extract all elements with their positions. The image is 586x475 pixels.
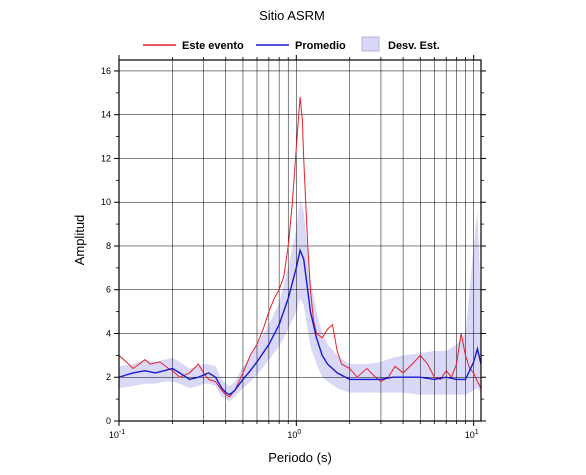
legend-swatch-desv-est — [361, 36, 380, 52]
legend-item-desv-est: Desv. Est. — [361, 36, 440, 52]
x-axis-label: Periodo (s) — [268, 450, 332, 465]
chart-title: Sitio ASRM — [259, 8, 325, 23]
y-tick-label: 12 — [101, 153, 111, 163]
legend: Este evento Promedio Desv. Est. — [143, 36, 440, 52]
legend-label-promedio: Promedio — [295, 40, 346, 52]
grid — [119, 60, 481, 421]
legend-label-desv-est: Desv. Est. — [388, 40, 440, 52]
series-line-este-evento — [119, 97, 481, 398]
x-tick-label: 101 — [465, 429, 479, 440]
y-tick-label: 16 — [101, 66, 111, 76]
y-tick-label: 4 — [106, 328, 111, 338]
legend-label-este-evento: Este evento — [182, 40, 244, 52]
x-tick-label: 10-1 — [109, 429, 125, 440]
y-tick-label: 10 — [101, 197, 111, 207]
y-tick-label: 6 — [106, 285, 111, 295]
y-tick-label: 8 — [106, 241, 111, 251]
plot-area — [118, 59, 482, 422]
legend-item-promedio: Promedio — [256, 40, 346, 52]
std-band — [119, 200, 481, 402]
series-line-promedio — [119, 247, 481, 396]
y-tick-label: 0 — [106, 416, 111, 426]
y-tick-label: 2 — [106, 372, 111, 382]
legend-item-este-evento: Este evento — [143, 40, 244, 52]
y-axis: 0 2 4 6 8 10 12 14 16 — [101, 66, 486, 426]
y-tick-label: 14 — [101, 110, 111, 120]
x-tick-label: 100 — [287, 429, 301, 440]
x-axis: 10-1 100 101 — [109, 55, 479, 440]
plot-frame — [118, 59, 482, 422]
y-axis-label: Amplitud — [72, 215, 87, 266]
